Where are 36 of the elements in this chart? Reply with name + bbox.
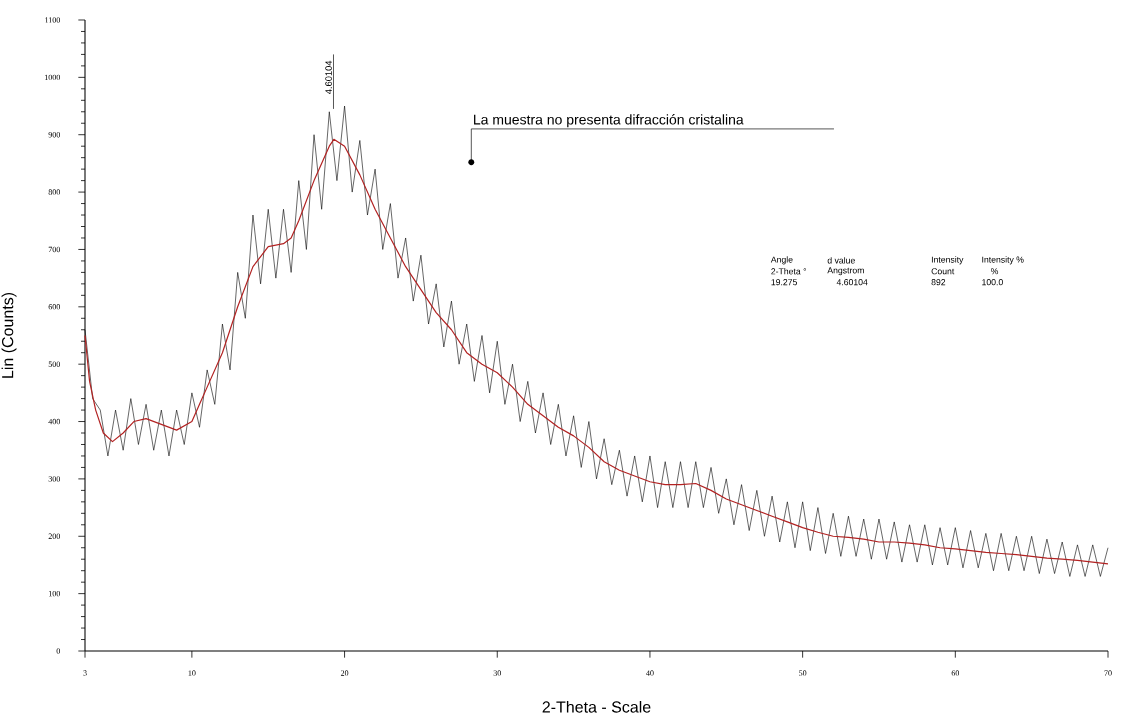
x-tick-label: 10 [188,670,196,676]
y-tick-label: 400 [48,418,60,425]
x-tick-label: 3 [83,670,87,676]
y-tick-label: 500 [48,361,60,367]
annotation: Intensity [931,256,964,265]
y-axis-title: Lin (Counts) [1,292,17,378]
annotation: 4.60104 [325,60,332,95]
annotation: d value [827,257,855,264]
x-tick-label: 50 [799,670,807,676]
x-tick-label: 30 [493,670,501,676]
annotation: La muestra no presenta difracción cristalina [474,114,744,128]
y-tick-label: 700 [48,246,60,253]
y-tick-label: 200 [48,533,60,539]
y-tick-label: 600 [48,304,60,310]
y-tick-label: 900 [48,132,60,138]
annotation: Angstrom [827,267,864,276]
x-axis-title: 2-Theta - Scale [542,700,651,713]
y-tick-label: 800 [48,189,60,195]
annotation: 4.60104 [836,279,868,286]
annotation: % [991,268,999,275]
y-tick-label: 300 [48,476,60,482]
annotation: Angle [770,256,793,265]
annotation: 19.275 [771,279,797,286]
annotation: Intensity % [982,256,1024,265]
x-tick-label: 20 [340,670,349,676]
y-tick-label: 1100 [45,17,60,23]
annotation: 2-Theta ° [771,268,807,275]
annotation: Count [931,268,955,275]
y-tick-label: 0 [56,648,60,654]
y-tick-label: 100 [49,590,60,597]
x-tick-label: 70 [1104,670,1112,676]
annotation: 892 [931,279,946,286]
y-tick-label: 1000 [45,74,60,81]
x-tick-label: 60 [951,670,960,676]
annotation: 100.0 [982,279,1003,286]
x-tick-label: 40 [646,670,654,676]
